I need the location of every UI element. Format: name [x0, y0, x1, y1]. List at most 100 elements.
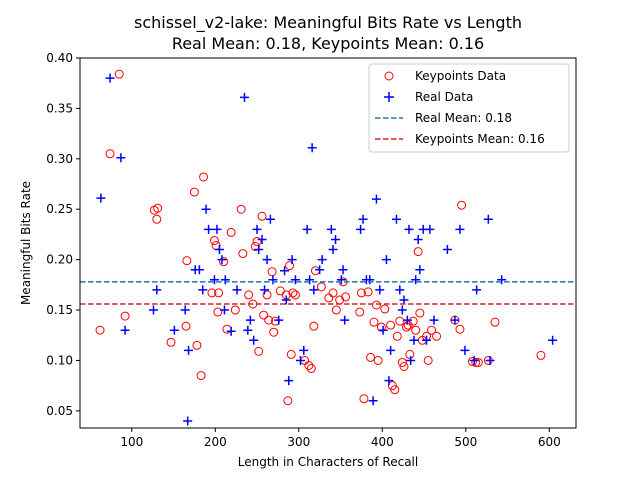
y-tick-label: 0.25: [46, 202, 73, 216]
keypoints-point: [411, 325, 421, 335]
real-point: [309, 285, 319, 295]
y-axis-label: Meaningful Bits Rate: [19, 181, 33, 305]
real-point: [214, 245, 224, 255]
keypoints-point: [254, 346, 264, 356]
real-point: [287, 255, 297, 265]
real-point: [425, 224, 435, 234]
real-point: [315, 265, 325, 275]
real-point: [331, 234, 341, 244]
keypoints-point: [331, 305, 341, 315]
keypoints-point: [285, 261, 295, 271]
keypoints-point: [341, 292, 351, 302]
keypoints-point: [536, 350, 546, 360]
real-point: [356, 224, 366, 234]
keypoints-point: [166, 337, 176, 347]
real-point: [358, 214, 368, 224]
real-point: [302, 224, 312, 234]
keypoints-point: [192, 340, 202, 350]
keypoints-point: [408, 316, 418, 326]
keypoints-point: [432, 331, 442, 341]
real-point: [404, 224, 414, 234]
x-axis-label: Length in Characters of Recall: [238, 455, 418, 469]
keypoints-point: [152, 214, 162, 224]
keypoints-point: [309, 321, 319, 331]
keypoints-point: [355, 307, 365, 317]
real-point: [328, 245, 338, 255]
keypoints-point: [376, 322, 386, 332]
real-point: [299, 345, 309, 355]
real-point: [386, 345, 396, 355]
real-point: [307, 143, 317, 153]
real-point: [284, 376, 294, 386]
real-point: [338, 265, 348, 275]
y-tick-label: 0.30: [46, 152, 73, 166]
keypoints-point: [490, 317, 500, 327]
keypoints-point: [405, 349, 415, 359]
legend: Keypoints Data Real Data Real Mean: 0.18…: [368, 63, 570, 153]
y-axis-ticks: 0.05 0.10 0.15 0.20 0.25 0.30 0.35 0.40: [46, 51, 80, 418]
real-point: [371, 194, 381, 204]
real-point: [96, 193, 106, 203]
real-point: [265, 214, 275, 224]
keypoints-point: [427, 325, 437, 335]
keypoints-point: [399, 362, 409, 372]
keypoints-point: [306, 364, 316, 374]
keypoints-point: [244, 290, 254, 300]
keypoints-point: [380, 304, 390, 314]
keypoints-point: [226, 227, 236, 237]
real-point: [262, 255, 272, 265]
legend-real-label: Real Data: [415, 90, 473, 104]
keypoints-point: [371, 300, 381, 310]
keypoints-point: [316, 282, 326, 292]
real-point: [295, 355, 305, 365]
keypoints-point: [373, 355, 383, 365]
real-point: [280, 266, 290, 276]
real-point: [249, 335, 259, 345]
chart-title-line-2: Real Mean: 0.18, Keypoints Mean: 0.16: [172, 34, 484, 53]
keypoints-point: [252, 236, 262, 246]
keypoints-point: [304, 360, 314, 370]
keypoints-point: [401, 322, 411, 332]
real-point: [105, 73, 115, 83]
x-tick-label: 200: [204, 435, 227, 449]
keypoints-point: [359, 394, 369, 404]
keypoints-point: [471, 357, 481, 367]
keypoints-point: [290, 290, 300, 300]
keypoints-point: [283, 396, 293, 406]
reference-lines: [80, 281, 576, 305]
keypoints-point: [153, 203, 163, 213]
data-marks: [95, 69, 558, 426]
legend-box: [368, 63, 570, 153]
real-point: [274, 315, 284, 325]
real-point: [381, 255, 391, 265]
keypoints-point: [413, 247, 423, 257]
real-point: [391, 214, 401, 224]
keypoints-point: [328, 288, 338, 298]
real-point: [409, 335, 419, 345]
real-point: [497, 275, 507, 285]
real-point: [169, 325, 179, 335]
keypoints-point: [395, 316, 405, 326]
chart-title-line-1: schissel_v2-lake: Meaningful Bits Rate v…: [134, 13, 522, 33]
keypoints-point: [415, 308, 425, 318]
legend-keypoints-label: Keypoints Data: [415, 69, 506, 83]
keypoints-point: [236, 204, 246, 214]
keypoints-point: [369, 317, 379, 327]
keypoints-point: [230, 305, 240, 315]
real-point: [406, 355, 416, 365]
real-point: [254, 245, 264, 255]
keypoints-point: [264, 315, 274, 325]
real-point: [472, 285, 482, 295]
real-point: [429, 315, 439, 325]
keypoints-point: [386, 320, 396, 330]
keypoints-point: [120, 311, 130, 321]
real-point: [413, 234, 423, 244]
real-point: [442, 245, 452, 255]
keypoints-point: [457, 200, 467, 210]
real-point: [317, 255, 327, 265]
real-point: [375, 285, 385, 295]
plot-frame: [79, 57, 577, 429]
keypoints-point: [267, 267, 277, 277]
real-point: [365, 275, 375, 285]
